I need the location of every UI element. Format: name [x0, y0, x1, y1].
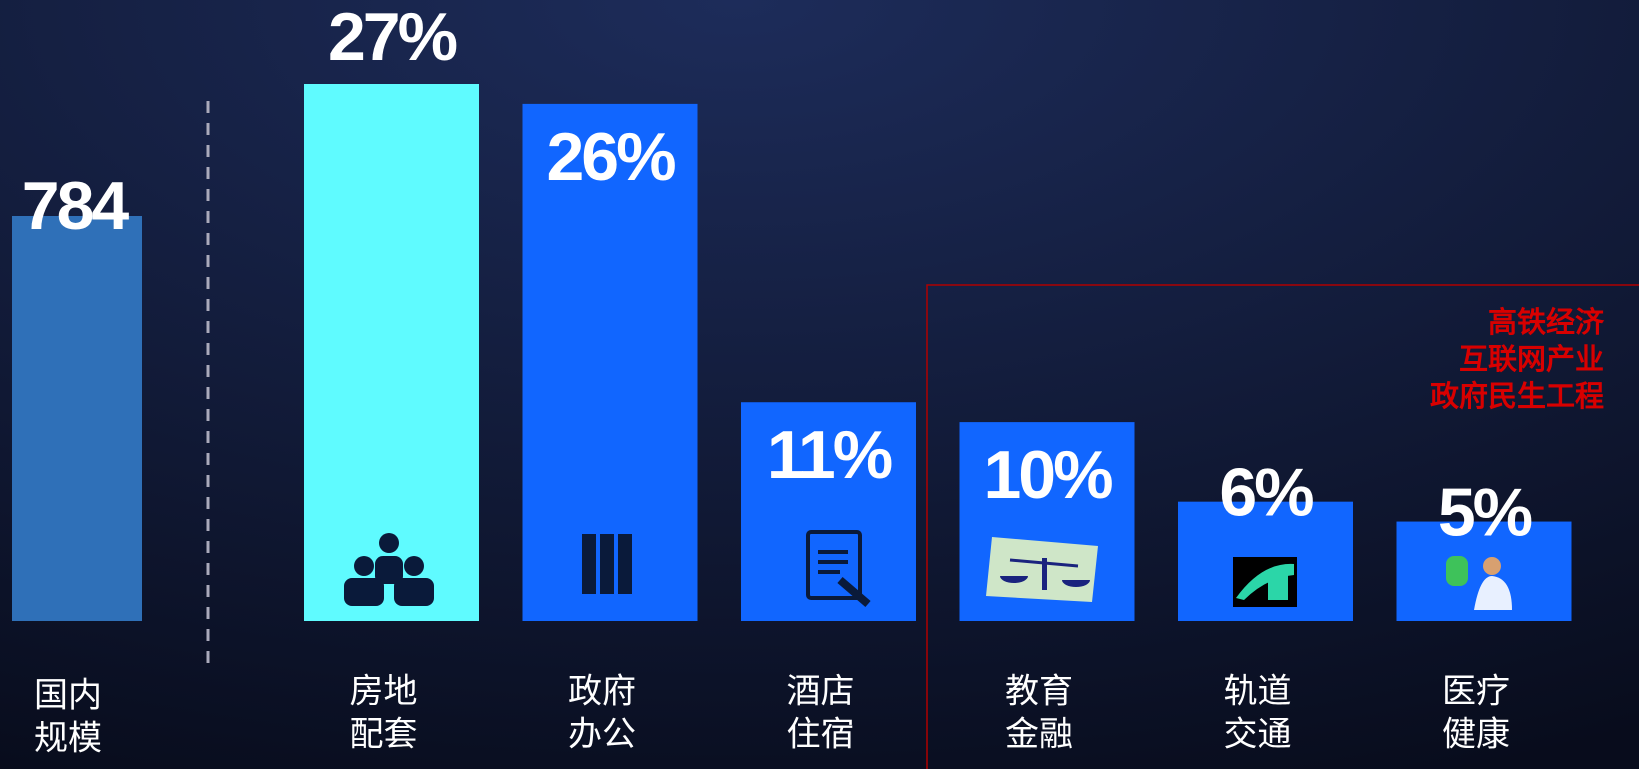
- annotation: 互联网产业: [1459, 342, 1604, 376]
- annotation: 政府民生工程: [1430, 379, 1604, 413]
- category-label: 规模: [34, 719, 102, 759]
- category-label: 轨道: [1224, 672, 1292, 712]
- category-label: 交通: [1224, 715, 1292, 755]
- value-label: 6%: [1219, 455, 1313, 531]
- total-label: 784: [22, 168, 130, 244]
- building-icon: [1233, 557, 1297, 607]
- value-label: 10%: [983, 437, 1112, 513]
- value-label: 26%: [546, 119, 675, 195]
- category-label: 酒店: [787, 672, 855, 712]
- category-label: 房地: [350, 672, 418, 712]
- category-label: 政府: [568, 672, 636, 712]
- value-label: 11%: [767, 417, 892, 493]
- category-label: 办公: [568, 715, 636, 755]
- category-label: 健康: [1442, 715, 1510, 755]
- total-bar: [12, 216, 142, 621]
- category-label: 教育: [1005, 672, 1073, 712]
- binders-icon: [582, 534, 632, 594]
- annotation: 高铁经济: [1488, 305, 1605, 339]
- category-label: 住宿: [787, 715, 855, 755]
- value-label: 27%: [328, 0, 457, 75]
- category-label: 医疗: [1442, 672, 1510, 712]
- value-label: 5%: [1438, 475, 1532, 551]
- category-label: 配套: [350, 715, 418, 755]
- category-label: 金融: [1005, 715, 1073, 755]
- chart: 784 国内规模 27% 房地配套 26% 政府办公 11% 酒店住宿 10% 教育金融 6% 轨道交…: [0, 0, 1639, 769]
- background: [0, 0, 1639, 769]
- category-label: 国内: [34, 676, 102, 716]
- scale-icon: [986, 537, 1098, 602]
- page: {"chart_data": {"type": "bar", "total": …: [0, 0, 1639, 769]
